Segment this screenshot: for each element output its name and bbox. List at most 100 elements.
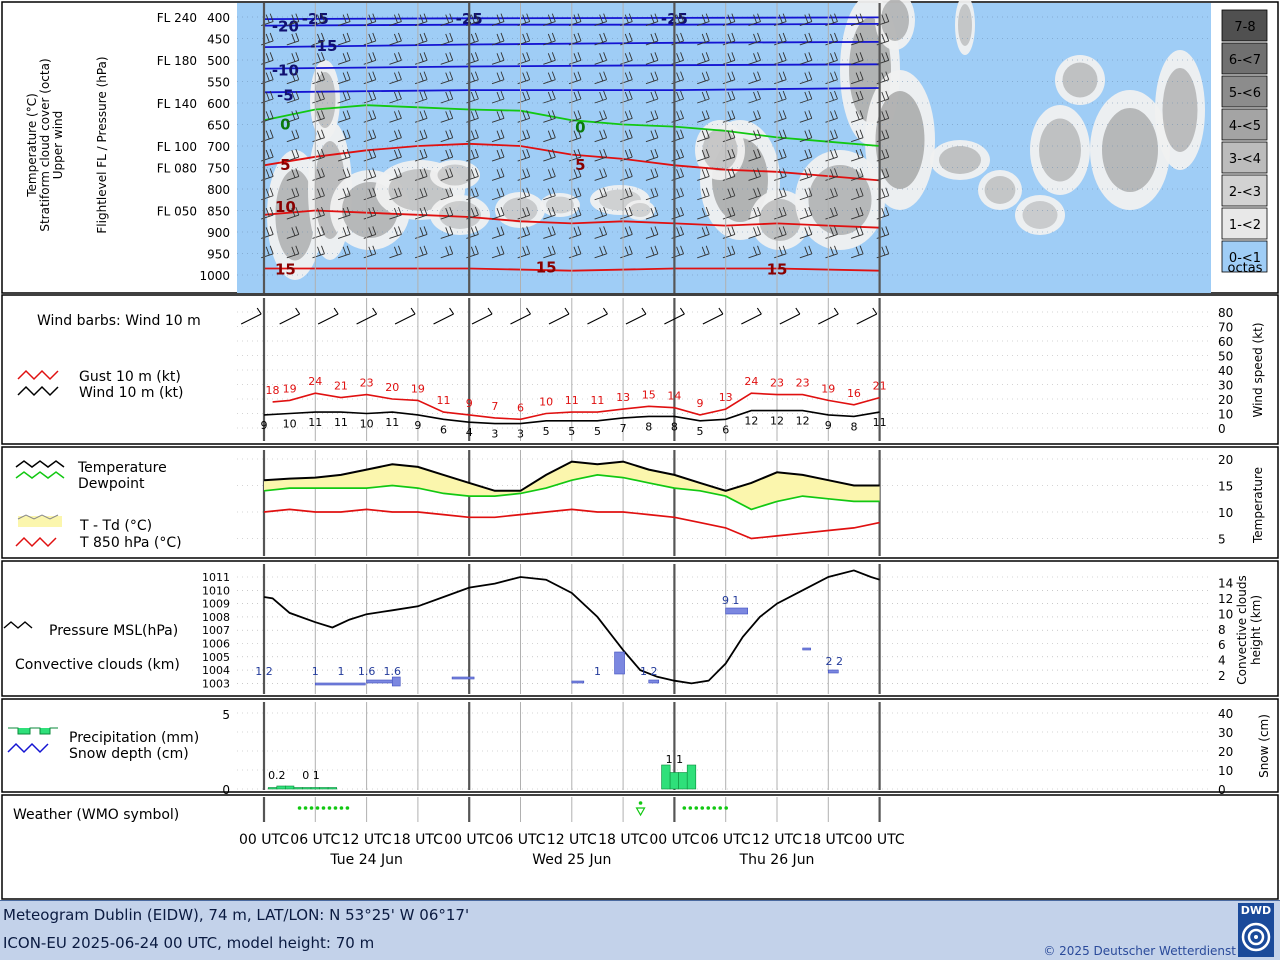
precip-value-label: 1 1 (666, 753, 684, 766)
t850-legend-label: T 850 hPa (°C) (79, 535, 182, 551)
snow-axis-label: Snow (cm) (1257, 714, 1271, 778)
cloud-legend-swatch (1221, 75, 1268, 108)
wind-axis-label: Wind speed (kt) (1251, 322, 1265, 417)
cloud-area-core (1162, 68, 1198, 152)
wind-data-label: 12 (770, 415, 784, 428)
dewpoint-spread-fill (264, 461, 880, 510)
cloud-legend-label: 6-<7 (1229, 53, 1261, 68)
upper-wind-barb (568, 110, 582, 123)
weather-drizzle-symbol (694, 806, 699, 810)
weather-drizzle-symbol (315, 806, 320, 810)
pressure-tick-label: 950 (207, 248, 230, 262)
wind-data-label: 6 (440, 423, 447, 436)
temp-tick-label: 5 (1218, 533, 1226, 547)
weather-drizzle-symbol (706, 806, 711, 810)
time-tick-label: 12 UTC (547, 832, 597, 848)
upper-wind-barb (491, 110, 505, 123)
upper-wind-barb (825, 52, 838, 65)
weather-shower-dot (638, 801, 643, 805)
wind-data-label: 14 (667, 390, 681, 403)
precip-bar (293, 787, 303, 790)
upper-wind-barb (825, 187, 838, 201)
pressure-tick-label-msl: 1007 (202, 624, 230, 637)
upper-wind-barb (414, 245, 428, 259)
wind-data-label: 23 (796, 377, 810, 390)
convective-cloud-bar (725, 607, 749, 615)
pressure-legend-label: Pressure MSL(hPa) (49, 623, 178, 639)
upper-wind-barb (620, 245, 633, 259)
upper-wind-barb (594, 110, 608, 123)
temp-tick-label: 15 (1218, 480, 1233, 494)
wind-data-label: 11 (308, 416, 322, 429)
weather-drizzle-symbol (303, 806, 308, 810)
upper-wind-barb (645, 148, 659, 162)
upper-wind-barb (722, 129, 736, 143)
upper-wind-barb (312, 32, 325, 46)
wind-data-label: 11 (873, 416, 887, 429)
pressure-panel-frame (1, 560, 1279, 697)
upper-wind-barb (337, 187, 351, 201)
upper-wind-barb (543, 13, 556, 27)
upper-wind-barb (414, 168, 428, 181)
upper-wind-barb (620, 13, 633, 27)
upper-wind-barb (491, 129, 505, 143)
wind-barb-10m (818, 307, 839, 325)
upper-wind-barb (722, 148, 736, 162)
cloud-legend-label: 4-<5 (1229, 119, 1261, 134)
time-tick-label: 06 UTC (290, 832, 340, 848)
snow-legend-swatch (7, 742, 49, 754)
upper-wind-barb (312, 52, 325, 65)
upper-wind-barb (697, 226, 710, 239)
pressure-tick-label: 400 (207, 11, 230, 25)
upper-wind-barb (620, 52, 633, 65)
upper-wind-barb (645, 13, 659, 27)
upper-axis-label: Upper wind (51, 111, 65, 180)
cloud-legend-label: 0-<1 (1229, 251, 1261, 266)
spread-legend-line (17, 514, 59, 520)
upper-wind-barb (286, 71, 300, 85)
wind-data-label: 21 (873, 380, 887, 393)
upper-wind-barb (799, 52, 813, 65)
upper-wind-barb (620, 206, 633, 220)
upper-wind-barb (850, 129, 864, 143)
upper-wind-barb (799, 32, 813, 46)
upper-wind-barb (543, 90, 556, 104)
cloud-area (955, 0, 975, 55)
wind-data-label: 12 (744, 415, 758, 428)
pressure-tick-label: 550 (207, 76, 230, 90)
convective-cloud-label: 1.6 (358, 665, 376, 678)
upper-wind-barb (697, 71, 710, 85)
upper-wind-barb (517, 90, 531, 104)
precip-bar (319, 787, 329, 790)
upper-wind-barb (774, 52, 787, 65)
upper-wind-barb (594, 13, 608, 27)
temp-series-line (263, 460, 880, 492)
upper-wind-barb (440, 90, 454, 104)
convective-cloud-bar (827, 669, 839, 674)
snow-tick-label: 10 (1218, 764, 1233, 778)
temperature-panel-frame (1, 446, 1279, 559)
upper-wind-barb (748, 71, 761, 85)
upper-wind-barb (594, 32, 608, 46)
pressure-tick-label: 700 (207, 140, 230, 154)
flight-level-label: FL 050 (157, 205, 197, 219)
model-run-info: ICON-EU 2025-06-24 00 UTC, model height:… (3, 934, 375, 952)
cloud-height-tick-label: 12 (1218, 592, 1233, 606)
upper-wind-barb (825, 71, 838, 85)
upper-axis-label: Temperature (°C) (25, 93, 39, 198)
pressure-tick-label: 1000 (199, 269, 230, 283)
upper-wind-barb (337, 206, 351, 220)
cloud-area-core (275, 169, 315, 261)
wind-data-label: 9 (825, 419, 832, 432)
upper-wind-barb (774, 245, 787, 259)
wind-barb-10m (664, 307, 685, 325)
wind-data-label: 10 (360, 418, 374, 431)
upper-wind-barb (568, 90, 582, 104)
cloud-area-core (629, 203, 651, 217)
upper-wind-barb (620, 168, 633, 181)
cloud-legend-unit: octas (1228, 261, 1263, 276)
upper-wind-barb (568, 226, 582, 239)
upper-wind-barb (543, 32, 556, 46)
upper-wind-barb (414, 52, 428, 65)
wind-data-label: 9 (466, 397, 473, 410)
